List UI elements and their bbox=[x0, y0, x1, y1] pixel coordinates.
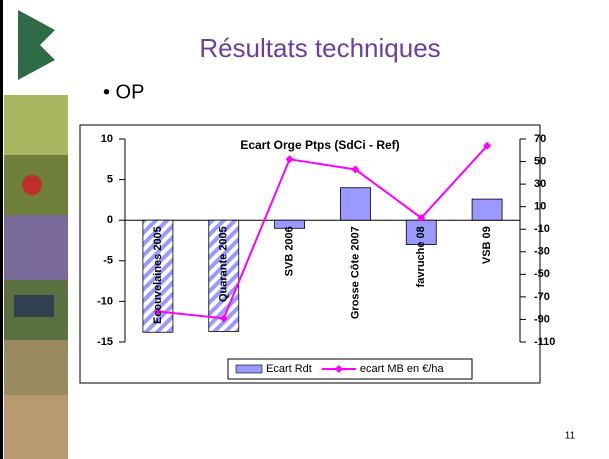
border bbox=[0, 0, 3, 459]
x-tick-label: favruche 08 bbox=[415, 226, 427, 287]
legend-label: Ecart Rdt bbox=[266, 363, 312, 375]
y-tick-label: 0 bbox=[107, 214, 113, 226]
x-tick-label: Quarante 2005 bbox=[218, 226, 230, 302]
side-strip bbox=[4, 0, 68, 459]
line-marker bbox=[153, 307, 162, 316]
y-tick-label: -10 bbox=[97, 295, 113, 307]
y2-tick-label: -90 bbox=[534, 313, 550, 325]
x-tick-label: SVB 2006 bbox=[283, 226, 295, 276]
legend-label: ecart MB en €/ha bbox=[360, 363, 445, 375]
legend-swatch bbox=[235, 364, 263, 374]
y2-tick-label: 70 bbox=[534, 133, 546, 145]
line-marker bbox=[219, 314, 228, 323]
y2-tick-label: 50 bbox=[534, 155, 546, 167]
legend-marker bbox=[334, 365, 343, 373]
y2-tick-label: -110 bbox=[534, 336, 555, 348]
x-tick-label: Grosse Côte 2007 bbox=[349, 226, 361, 319]
x-tick-label: VSB 09 bbox=[481, 226, 493, 264]
slide-title: Résultats techniques bbox=[199, 33, 440, 63]
y2-tick-label: -50 bbox=[534, 268, 550, 280]
y-tick-label: 5 bbox=[107, 174, 113, 186]
bar bbox=[208, 219, 240, 332]
y-tick-label: -15 bbox=[97, 336, 113, 348]
y-tick-label: 10 bbox=[101, 133, 113, 145]
bar bbox=[274, 219, 305, 229]
x-tick-label: Ecouvelaines 2005 bbox=[152, 226, 164, 324]
bullet: • OP bbox=[103, 81, 144, 103]
y-tick-label: -5 bbox=[103, 255, 113, 267]
page-number: 11 bbox=[565, 431, 576, 442]
y2-tick-label: -30 bbox=[534, 246, 550, 258]
line-marker bbox=[285, 155, 294, 164]
bar bbox=[340, 187, 371, 221]
y2-tick-label: -70 bbox=[534, 291, 550, 303]
chart-title: Ecart Orge Ptps (SdCi - Ref) bbox=[240, 138, 399, 152]
line-marker bbox=[351, 165, 360, 174]
y2-tick-label: 10 bbox=[534, 201, 546, 213]
line bbox=[157, 145, 488, 320]
line-marker bbox=[417, 213, 426, 222]
line-marker bbox=[483, 141, 492, 150]
bar bbox=[471, 198, 503, 221]
y2-tick-label: -10 bbox=[534, 223, 550, 235]
y2-tick-label: 30 bbox=[534, 178, 546, 190]
